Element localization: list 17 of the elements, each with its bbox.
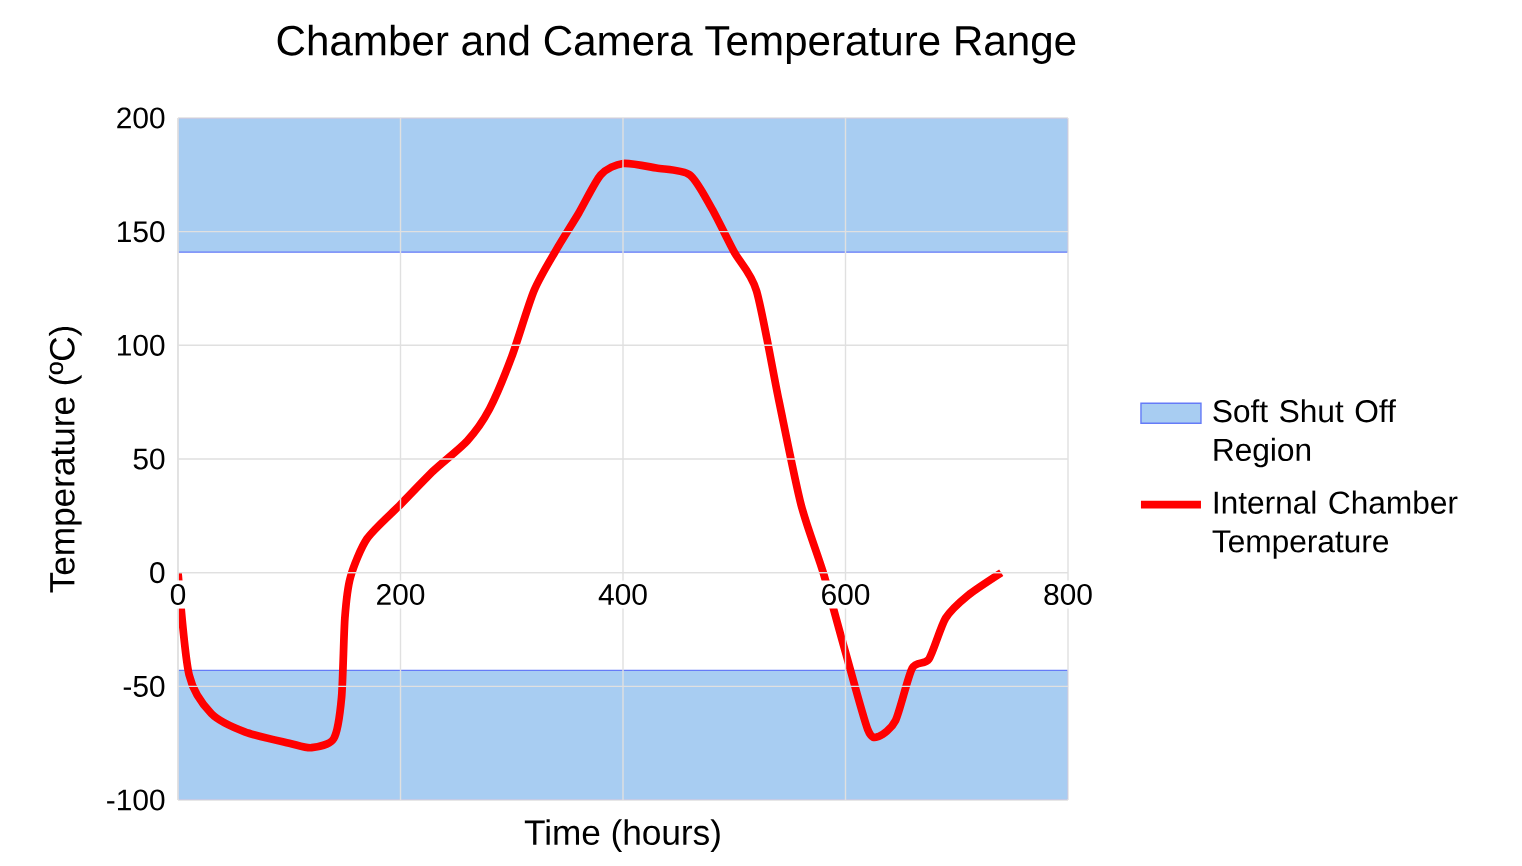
y-tick-label: 50 bbox=[133, 448, 165, 470]
x-tick-label: 200 bbox=[377, 583, 425, 606]
x-axis-title: Time (hours) bbox=[524, 819, 720, 852]
x-tick-label: 600 bbox=[822, 583, 870, 606]
x-tick-label: 0 bbox=[170, 583, 186, 606]
x-tick-label: 400 bbox=[598, 583, 647, 606]
y-tick-label: -100 bbox=[107, 789, 165, 811]
legend-label: Internal Chamber Temperature bbox=[1212, 490, 1458, 559]
chart-title: Chamber and Camera Temperature Range bbox=[277, 24, 1076, 65]
y-tick-label: 0 bbox=[150, 562, 165, 584]
x-tick-label: 800 bbox=[1044, 583, 1092, 606]
y-tick-label: -50 bbox=[123, 675, 165, 697]
y-tick-label: 200 bbox=[117, 107, 165, 129]
legend-label: Soft Shut Off Region bbox=[1213, 399, 1396, 468]
y-tick-label: 100 bbox=[118, 334, 165, 356]
y-tick-label: 150 bbox=[118, 221, 165, 243]
y-axis-title: Temperature (ºC) bbox=[48, 326, 82, 593]
